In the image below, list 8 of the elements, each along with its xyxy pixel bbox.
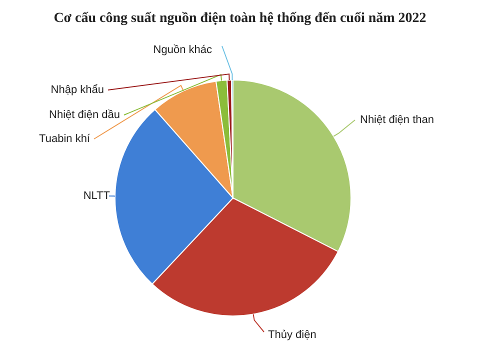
slice-label: Nhiệt điện than <box>360 114 434 126</box>
slice-label: Nguồn khác <box>153 44 212 56</box>
slice-label: Thủy điện <box>268 329 316 341</box>
slice-label: Tuabin khí <box>39 133 91 145</box>
slice-label: Nhập khẩu <box>50 84 104 96</box>
slice-label: NLTT <box>83 190 110 202</box>
chart-title: Cơ cấu công suất nguồn điện toàn hệ thống đến cuối năm 2022 <box>54 11 426 26</box>
slice-label: Nhiệt điện dầu <box>49 109 120 121</box>
